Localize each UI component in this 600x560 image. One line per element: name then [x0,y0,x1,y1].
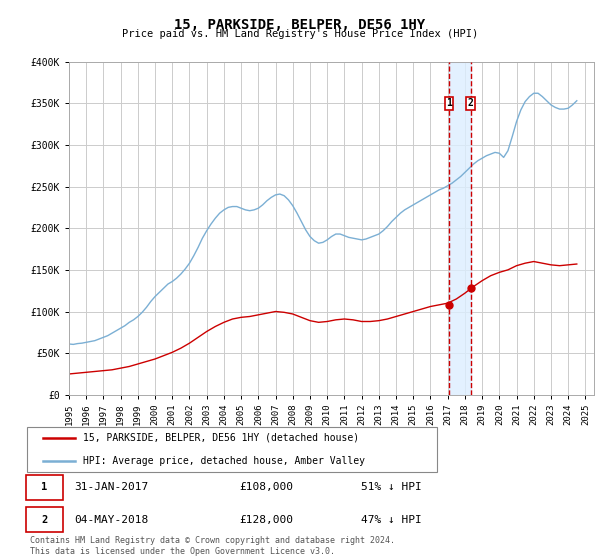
Text: This data is licensed under the Open Government Licence v3.0.: This data is licensed under the Open Gov… [30,547,335,556]
Text: 15, PARKSIDE, BELPER, DE56 1HY: 15, PARKSIDE, BELPER, DE56 1HY [175,18,425,32]
Text: £128,000: £128,000 [240,515,294,525]
Text: Contains HM Land Registry data © Crown copyright and database right 2024.: Contains HM Land Registry data © Crown c… [30,536,395,545]
Bar [449,62,471,395]
FancyBboxPatch shape [28,427,437,472]
Text: 15, PARKSIDE, BELPER, DE56 1HY (detached house): 15, PARKSIDE, BELPER, DE56 1HY (detached… [83,432,359,442]
Text: 2: 2 [468,98,473,108]
Text: 47% ↓ HPI: 47% ↓ HPI [361,515,422,525]
Text: 2: 2 [41,515,47,525]
Text: £108,000: £108,000 [240,482,294,492]
FancyBboxPatch shape [26,475,63,500]
Text: 31-JAN-2017: 31-JAN-2017 [74,482,148,492]
FancyBboxPatch shape [26,507,63,532]
Text: 1: 1 [446,98,452,108]
Text: 1: 1 [41,482,47,492]
Text: HPI: Average price, detached house, Amber Valley: HPI: Average price, detached house, Ambe… [83,456,365,466]
Text: 04-MAY-2018: 04-MAY-2018 [74,515,148,525]
Text: 51% ↓ HPI: 51% ↓ HPI [361,482,422,492]
Text: Price paid vs. HM Land Registry's House Price Index (HPI): Price paid vs. HM Land Registry's House … [122,29,478,39]
